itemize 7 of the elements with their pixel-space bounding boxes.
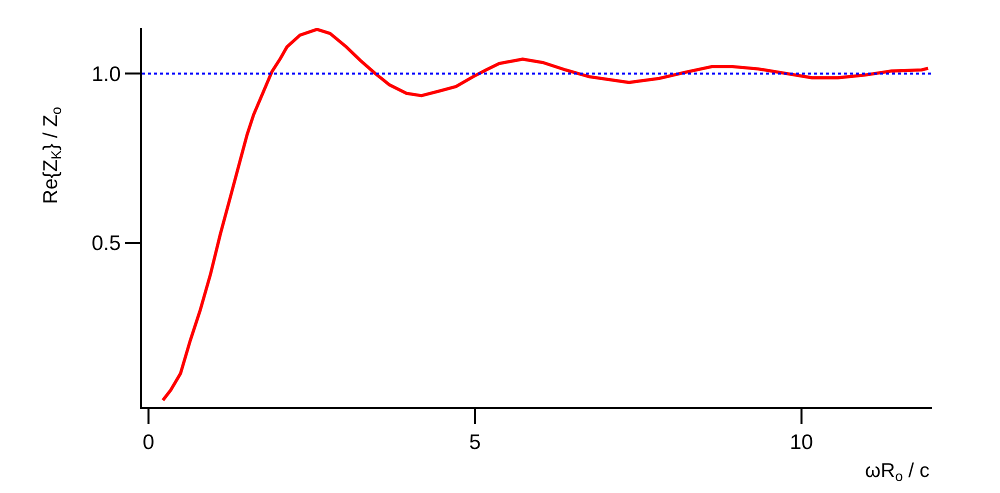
y-tick-label: 0.5	[92, 232, 121, 256]
x-tick-label: 10	[790, 431, 814, 454]
x-axis-title: ωR$_{o}$ / c	[865, 460, 930, 484]
x-tick-label: 0	[142, 431, 154, 454]
x-tick-label: 5	[469, 431, 481, 454]
y-tick-label: 1.0	[92, 63, 121, 86]
line-series	[161, 28, 930, 402]
